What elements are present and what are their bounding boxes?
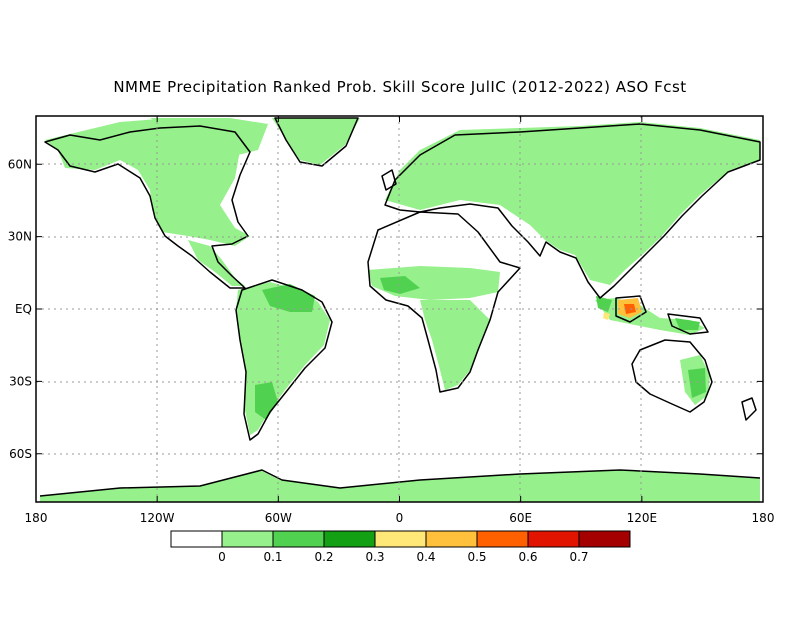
coast-north-america — [44, 125, 251, 289]
colorbar-label: 0.5 — [467, 550, 486, 564]
shade-africa-south — [420, 300, 490, 390]
x-tick-label: 60E — [509, 511, 532, 525]
colorbar-swatch — [323, 530, 376, 548]
x-tick-label: 180 — [752, 511, 775, 525]
map-title: NMME Precipitation Ranked Prob. Skill Sc… — [113, 78, 687, 96]
graticule — [36, 116, 763, 502]
x-tick-label: 120W — [140, 511, 175, 525]
shade-greenland — [272, 118, 360, 165]
shade-patagonia — [255, 382, 278, 420]
x-tick-label: 60W — [265, 511, 292, 525]
x-axis-ticks: 180 120W 60W 0 60E 120E 180 — [25, 116, 775, 525]
y-axis-ticks: 60N 30N EQ 30S 60S — [8, 157, 763, 461]
coast-uk — [381, 169, 397, 191]
shade-new-guinea — [675, 318, 700, 330]
colorbar: 0 0.1 0.2 0.3 0.4 0.5 0.6 0.7 — [170, 530, 631, 564]
coast-australia — [631, 339, 713, 413]
colorbar-label: 0 — [218, 550, 226, 564]
y-tick-label: 30S — [9, 374, 32, 388]
y-tick-label: 60N — [8, 157, 32, 171]
shade-eurasia — [385, 122, 760, 285]
shade-queensland — [688, 368, 706, 398]
colorbar-label: 0.6 — [518, 550, 537, 564]
colorbar-swatch — [527, 530, 580, 548]
shade-antarctica — [40, 470, 760, 502]
colorbar-label: 0.2 — [314, 550, 333, 564]
x-tick-label: 120E — [627, 511, 658, 525]
coast-greenland — [274, 117, 359, 167]
colorbar-swatch — [578, 530, 631, 548]
shade-africa-west — [380, 276, 420, 294]
colorbar-label: 0.3 — [365, 550, 384, 564]
coast-borneo — [615, 295, 647, 323]
colorbar-label: 0.7 — [569, 550, 588, 564]
colorbar-swatch — [221, 530, 274, 548]
coast-new-zealand — [741, 397, 757, 421]
colorbar-swatch — [476, 530, 529, 548]
colorbar-label: 0.4 — [416, 550, 435, 564]
coast-antarctica — [39, 469, 761, 497]
shading-medium — [255, 276, 706, 420]
colorbar-label: 0.1 — [263, 550, 282, 564]
x-tick-label: 180 — [25, 511, 48, 525]
y-tick-label: EQ — [15, 302, 32, 316]
colorbar-swatch — [170, 530, 223, 548]
coast-new-guinea — [667, 313, 709, 335]
y-tick-label: 60S — [9, 447, 32, 461]
coast-south-america — [235, 279, 333, 441]
shade-sumatra — [596, 296, 612, 312]
colorbar-swatch — [374, 530, 427, 548]
colorbar-swatch — [272, 530, 325, 548]
shade-north-america — [45, 118, 250, 246]
y-tick-label: 30N — [8, 230, 32, 244]
x-tick-label: 0 — [396, 511, 404, 525]
shade-sumatra-south — [603, 312, 610, 320]
coast-eurasia — [384, 123, 761, 299]
colorbar-swatch — [425, 530, 478, 548]
shade-amazon — [262, 284, 315, 312]
